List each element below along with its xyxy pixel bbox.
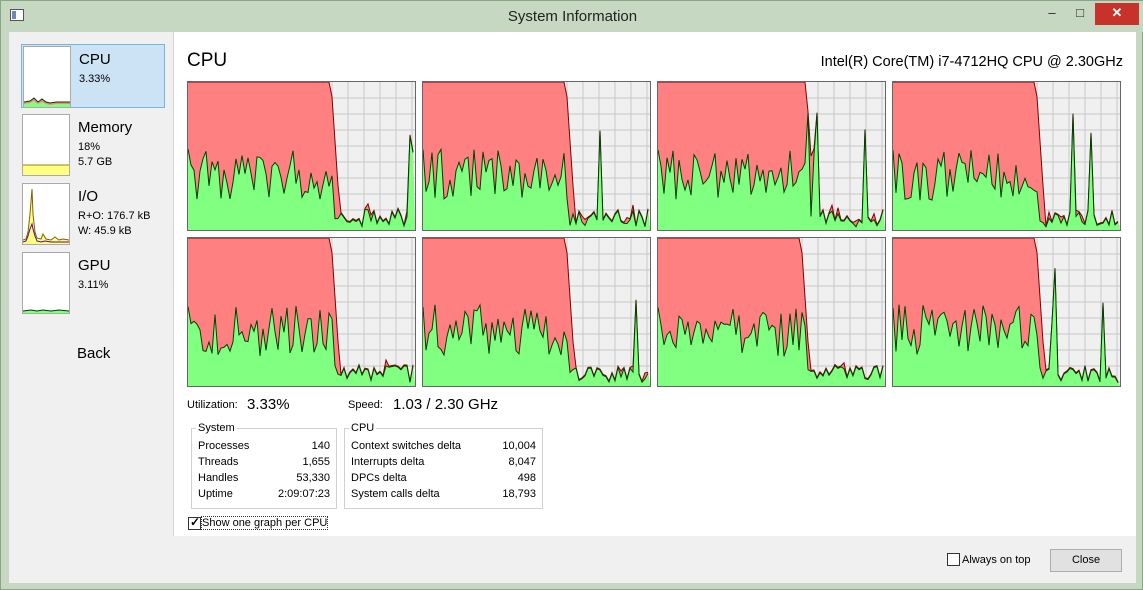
- group-title: CPU: [349, 422, 377, 434]
- gpu-thumbnail-graph: [22, 252, 70, 314]
- speed-value: 1.03 / 2.30 GHz: [393, 396, 499, 413]
- sidebar-item-label: CPU: [79, 51, 111, 68]
- dpcs-value: 498: [517, 472, 536, 484]
- footer-bar: Always on top Close: [9, 536, 1136, 583]
- cpu-core-graph: [657, 237, 886, 387]
- always-on-top-checkbox[interactable]: [947, 553, 960, 566]
- system-groupbox: System Processes 140 Threads 1,655 Handl…: [191, 422, 337, 509]
- context-switches-label: Context switches delta: [351, 440, 462, 452]
- cpu-core-graph: [892, 81, 1121, 231]
- minimize-button[interactable]: –: [1048, 5, 1056, 20]
- handles-label: Handles: [198, 472, 239, 484]
- io-thumbnail-graph: [22, 183, 70, 245]
- app-icon[interactable]: [10, 9, 24, 21]
- system-calls-value: 18,793: [502, 488, 536, 500]
- cpu-core-graph: [187, 237, 416, 387]
- sidebar-item-label: GPU: [78, 257, 111, 274]
- sidebar-item-value: R+O: 176.7 kB: [78, 210, 151, 222]
- threads-label: Threads: [198, 456, 239, 468]
- speed-label: Speed:: [348, 399, 383, 411]
- cpu-core-graph: [187, 81, 416, 231]
- sidebar-item-value-2: 5.7 GB: [78, 156, 113, 168]
- title-bar[interactable]: System Information – □ ✕: [1, 1, 1143, 32]
- interrupts-value: 8,047: [508, 456, 536, 468]
- one-graph-per-cpu-checkbox[interactable]: ✓: [188, 515, 201, 530]
- uptime-label: Uptime: [198, 488, 233, 500]
- one-graph-per-cpu-label[interactable]: Show one graph per CPU: [200, 516, 329, 530]
- sidebar-item-value: 3.11%: [78, 279, 109, 291]
- uptime-value: 2:09:07:23: [278, 488, 330, 500]
- panel-title: CPU: [187, 50, 228, 71]
- cpu-core-graph: [657, 81, 886, 231]
- sidebar-item-value: 3.33%: [79, 73, 111, 85]
- client-area: CPU 3.33% Memory 18% 5.7 GB: [9, 32, 1136, 583]
- sidebar-item-memory[interactable]: Memory 18% 5.7 GB: [21, 113, 165, 177]
- cpu-core-graph: [422, 81, 651, 231]
- cpu-core-graph: [422, 237, 651, 387]
- interrupts-label: Interrupts delta: [351, 456, 425, 468]
- processes-label: Processes: [198, 440, 250, 452]
- back-link[interactable]: Back: [77, 345, 111, 362]
- memory-thumbnail-graph: [22, 114, 70, 176]
- window-close-button[interactable]: ✕: [1095, 3, 1139, 25]
- sidebar-item-value-2: W: 45.9 kB: [78, 225, 132, 237]
- group-title: System: [196, 422, 237, 434]
- sidebar-item-gpu[interactable]: GPU 3.11%: [21, 251, 165, 315]
- cpu-model-name: Intel(R) Core(TM) i7-4712HQ CPU @ 2.30GH…: [820, 54, 1123, 70]
- sidebar-item-label: I/O: [78, 188, 99, 205]
- cpu-core-graph: [892, 237, 1121, 387]
- close-button[interactable]: Close: [1050, 549, 1122, 572]
- dpcs-label: DPCs delta: [351, 472, 407, 484]
- maximize-button[interactable]: □: [1076, 5, 1084, 20]
- sidebar-item-label: Memory: [78, 119, 133, 136]
- threads-value: 1,655: [302, 456, 330, 468]
- processes-value: 140: [311, 440, 330, 452]
- sidebar-item-io[interactable]: I/O R+O: 176.7 kB W: 45.9 kB: [21, 182, 165, 246]
- checkmark-icon: ✓: [190, 515, 201, 529]
- cpu-panel: CPU Intel(R) Core(TM) i7-4712HQ CPU @ 2.…: [173, 32, 1136, 536]
- cpu-counters-groupbox: CPU Context switches delta 10,004 Interr…: [344, 422, 543, 509]
- handles-value: 53,330: [296, 472, 330, 484]
- sidebar-item-cpu[interactable]: CPU 3.33%: [21, 44, 165, 108]
- cpu-thumbnail-graph: [23, 46, 71, 108]
- utilization-value: 3.33%: [247, 396, 290, 413]
- context-switches-value: 10,004: [502, 440, 536, 452]
- sidebar-item-value: 18%: [78, 141, 101, 153]
- window-title: System Information: [507, 8, 638, 25]
- sidebar: CPU 3.33% Memory 18% 5.7 GB: [9, 32, 173, 536]
- utilization-label: Utilization:: [187, 399, 238, 411]
- system-calls-label: System calls delta: [351, 488, 440, 500]
- always-on-top-label[interactable]: Always on top: [962, 554, 1031, 566]
